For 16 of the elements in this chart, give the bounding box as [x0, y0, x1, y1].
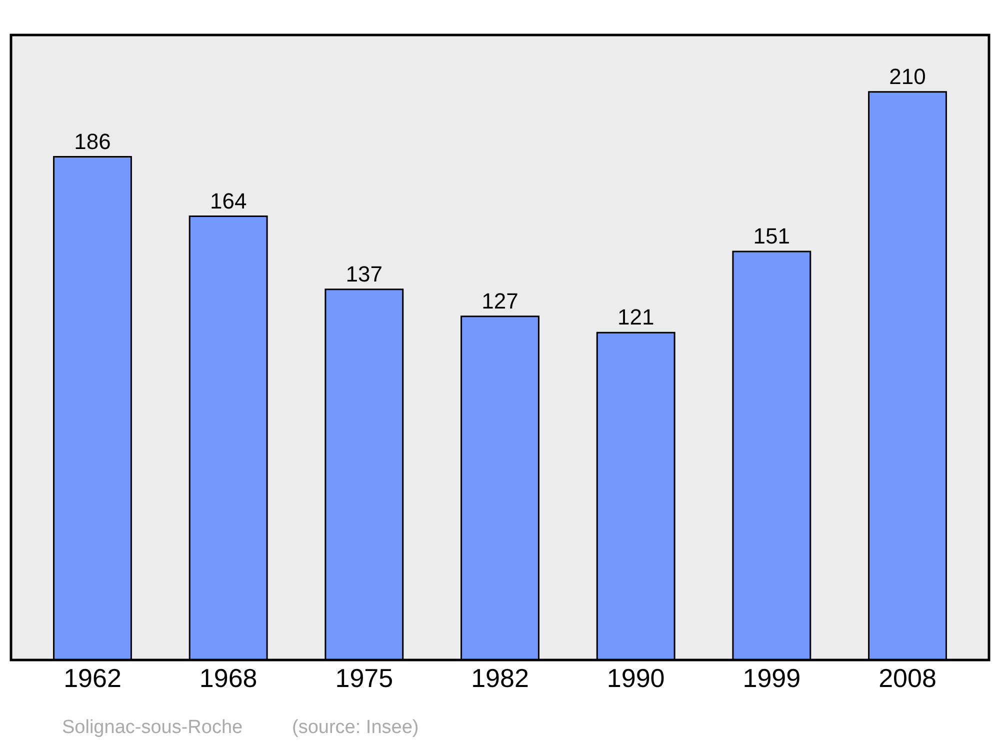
data-label: 127: [482, 288, 518, 314]
x-tick-label: 2008: [878, 663, 936, 693]
data-label: 164: [210, 188, 247, 214]
x-tick-label: 1999: [742, 663, 801, 693]
data-label: 121: [617, 304, 654, 330]
x-tick-label: 1975: [335, 663, 394, 693]
data-label: 210: [889, 64, 926, 89]
data-label: 151: [753, 223, 790, 248]
data-label: 137: [346, 261, 383, 286]
x-tick-label: 1990: [606, 663, 665, 693]
x-tick-label: 1982: [471, 663, 529, 693]
x-tick-label: 1962: [64, 663, 122, 693]
text: (source: Insee): [292, 717, 419, 738]
text: Solignac-sous-Roche: [62, 717, 243, 738]
data-label: 186: [74, 128, 111, 154]
x-tick-label: 1968: [199, 663, 258, 693]
